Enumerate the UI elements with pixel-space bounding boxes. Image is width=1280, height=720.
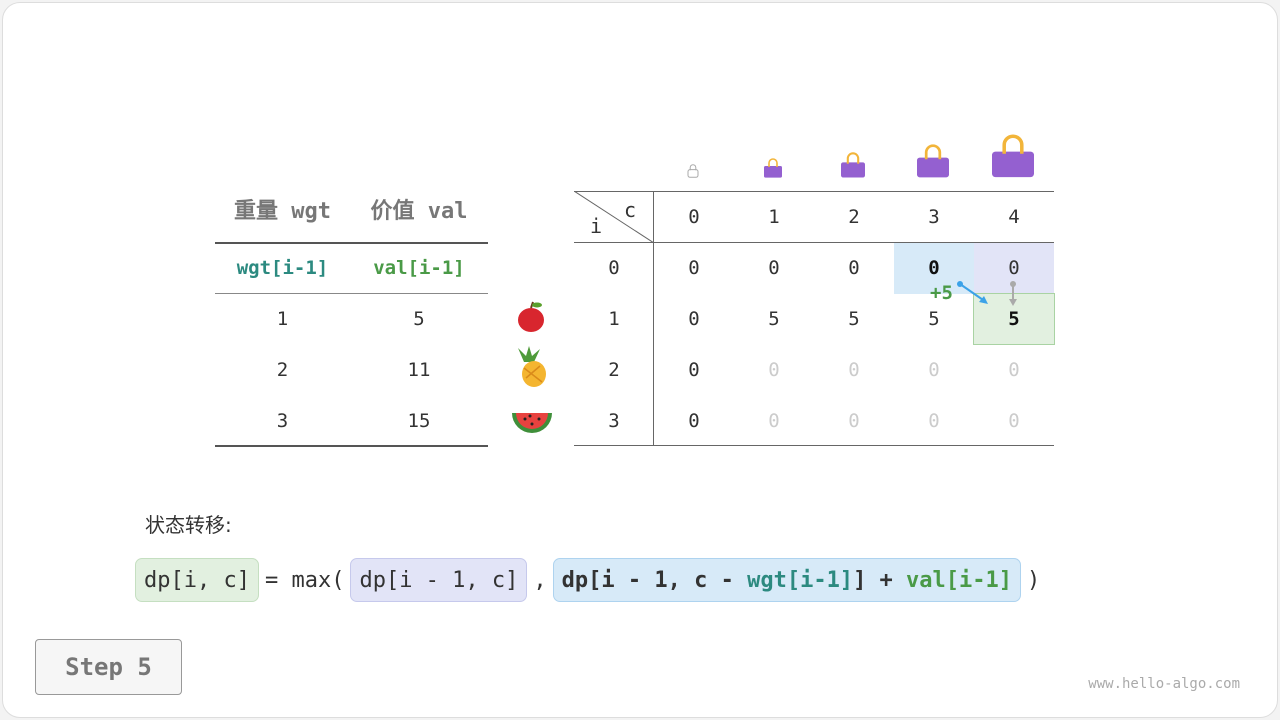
dp-cell: 0	[688, 359, 700, 381]
val-cell: 5	[413, 308, 425, 330]
wgt-cell: 2	[276, 359, 289, 381]
formula-close: )	[1027, 567, 1041, 593]
transition-arrows	[957, 281, 1017, 306]
divider	[215, 445, 488, 447]
row-header: 0	[608, 257, 620, 279]
dp-cell: 5	[1008, 308, 1020, 330]
bag-capacity-icon	[687, 164, 699, 178]
dp-cell: 0	[688, 308, 700, 330]
opt2-part: dp[i - 1, c -	[561, 568, 748, 593]
formula: dp[i, c] = max( dp[i - 1, c] , dp[i - 1,…	[135, 558, 1046, 602]
col-header: 3	[928, 206, 940, 228]
dp-cell: 0	[928, 257, 940, 279]
formula-option1: dp[i - 1, c]	[350, 558, 528, 602]
dp-cell: 0	[928, 359, 940, 381]
bag-capacity-icon	[992, 134, 1034, 178]
formula-eq: = max(	[264, 567, 345, 593]
divider	[574, 191, 1054, 192]
dp-cell: 0	[928, 410, 940, 432]
dp-cell: 0	[848, 257, 860, 279]
formula-lhs: dp[i, c]	[135, 558, 259, 602]
divider	[215, 293, 488, 294]
dp-cell: 0	[1008, 257, 1020, 279]
dp-cell: 0	[848, 359, 860, 381]
transition-label: 状态转移:	[145, 513, 232, 537]
dp-cell: 0	[768, 410, 780, 432]
opt2-wgt: wgt[i-1]	[747, 568, 854, 593]
formula-option2: dp[i - 1, c - wgt[i-1]] + val[i-1]	[552, 558, 1022, 602]
divider	[574, 445, 1054, 446]
subheader-wgt: wgt[i-1]	[236, 257, 329, 279]
val-cell: 11	[407, 359, 431, 381]
corner-i-label: i	[590, 214, 603, 238]
opt2-part: ] +	[853, 568, 907, 593]
corner-c-label: c	[624, 198, 637, 222]
dp-cell: 5	[768, 308, 780, 330]
row-header: 1	[608, 308, 620, 330]
divider	[574, 242, 1054, 243]
dp-cell: 0	[688, 410, 700, 432]
watermark: www.hello-algo.com	[1088, 676, 1240, 692]
dp-cell: 0	[688, 257, 700, 279]
header-wgt: 重量 wgt	[234, 199, 331, 224]
col-header: 1	[768, 206, 780, 228]
apple-icon	[518, 301, 544, 332]
divider	[653, 191, 654, 446]
row-header: 2	[608, 359, 620, 381]
dp-cell: 5	[928, 308, 940, 330]
pineapple-icon	[518, 346, 546, 387]
subheader-val: val[i-1]	[373, 257, 465, 279]
col-header: 0	[688, 206, 700, 228]
header-val: 价值 val	[370, 199, 468, 224]
dp-cell: 0	[768, 359, 780, 381]
corner-diagonal	[574, 191, 654, 243]
step-button[interactable]: Step 5	[35, 639, 182, 695]
row-header: 3	[608, 410, 620, 432]
wgt-cell: 3	[276, 410, 289, 432]
plus-label-text: +5	[930, 282, 953, 304]
dp-cell: 5	[848, 308, 860, 330]
dp-cell: 0	[848, 410, 860, 432]
col-header: 2	[848, 206, 860, 228]
col-header: 4	[1008, 206, 1020, 228]
dp-cell: 0	[1008, 359, 1020, 381]
dp-cell: 0	[1008, 410, 1020, 432]
formula-comma: ,	[533, 567, 547, 593]
wgt-cell: 1	[276, 308, 289, 330]
dp-cell: 0	[768, 257, 780, 279]
plus-value-label: +5	[930, 282, 953, 304]
opt2-val: val[i-1]	[906, 568, 1013, 593]
divider	[215, 242, 488, 244]
val-cell: 15	[407, 410, 431, 432]
bag-capacity-icon	[917, 144, 949, 178]
bag-capacity-icon	[764, 158, 782, 178]
watermelon-icon	[512, 413, 552, 433]
bag-capacity-icon	[841, 152, 865, 178]
